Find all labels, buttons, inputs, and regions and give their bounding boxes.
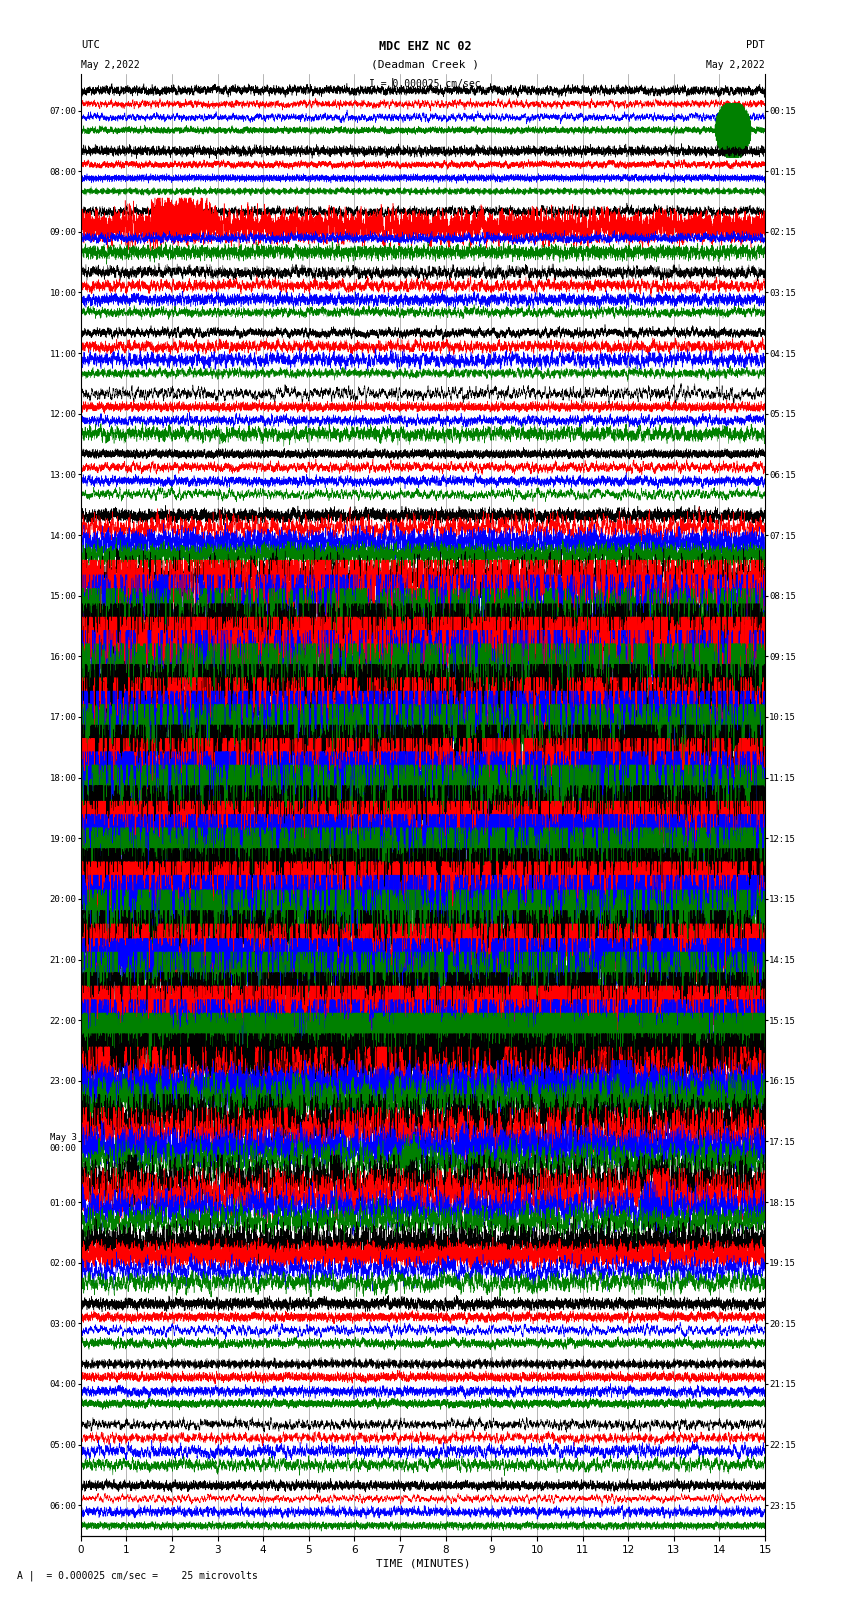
Text: A |  = 0.000025 cm/sec =    25 microvolts: A | = 0.000025 cm/sec = 25 microvolts xyxy=(17,1569,258,1581)
Text: PDT: PDT xyxy=(746,40,765,50)
Text: (Deadman Creek ): (Deadman Creek ) xyxy=(371,60,479,69)
Text: UTC: UTC xyxy=(81,40,99,50)
Text: I = 0.000025 cm/sec: I = 0.000025 cm/sec xyxy=(369,79,481,89)
Text: May 2,2022: May 2,2022 xyxy=(706,60,765,69)
Text: |: | xyxy=(389,77,396,90)
Text: MDC EHZ NC 02: MDC EHZ NC 02 xyxy=(379,40,471,53)
Text: May 2,2022: May 2,2022 xyxy=(81,60,139,69)
X-axis label: TIME (MINUTES): TIME (MINUTES) xyxy=(376,1558,470,1568)
